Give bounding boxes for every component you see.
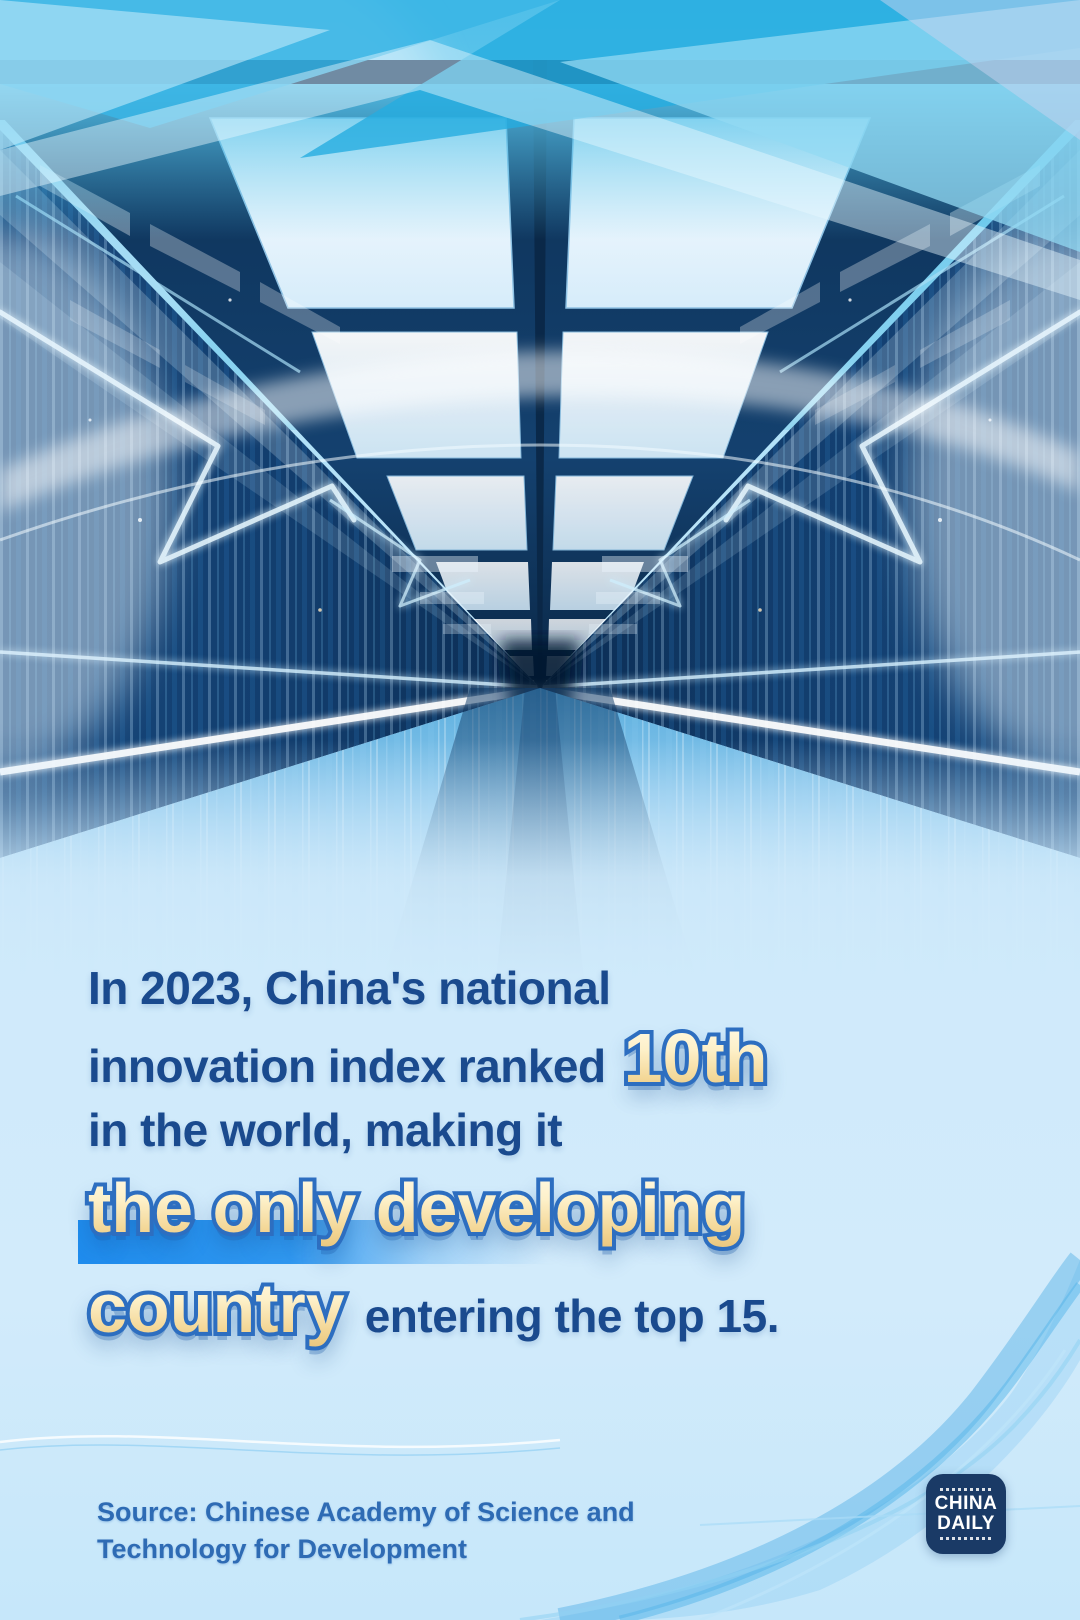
headline-line-5-text: entering the top 15. <box>364 1290 780 1342</box>
headline-line-3: in the world, making it <box>88 1104 563 1156</box>
headline-line-1: In 2023, China's national <box>88 962 611 1014</box>
decorative-waves <box>0 1190 1080 1620</box>
headline-emphasis-developing: the only developing the only developing <box>84 1166 749 1250</box>
headline-line-2: innovation index ranked 10th 10th <box>88 1016 1028 1100</box>
logo-text-daily: DAILY <box>937 1513 995 1534</box>
highlight-bar <box>78 1220 548 1264</box>
source-attribution: Source: Chinese Academy of Science and T… <box>97 1494 635 1568</box>
datacenter-hero-image <box>0 0 1080 990</box>
headline: In 2023, China's national innovation ind… <box>78 956 1028 1350</box>
headline-emphasis-country: country country <box>84 1266 349 1350</box>
china-daily-logo: CHINA DAILY <box>926 1474 1006 1554</box>
headline-line-5: country country entering the top 15. <box>84 1266 1028 1350</box>
logo-top-ticks <box>940 1488 992 1491</box>
headline-emphasis-10th: 10th 10th <box>620 1016 772 1100</box>
source-line-1: Source: Chinese Academy of Science and <box>97 1497 635 1527</box>
source-line-2: Technology for Development <box>97 1534 468 1564</box>
logo-text-china: CHINA <box>934 1493 998 1514</box>
headline-line-4: the only developing the only developing <box>78 1166 1028 1268</box>
headline-line-2-text: innovation index ranked <box>88 1040 606 1092</box>
logo-bottom-ticks <box>940 1537 992 1540</box>
